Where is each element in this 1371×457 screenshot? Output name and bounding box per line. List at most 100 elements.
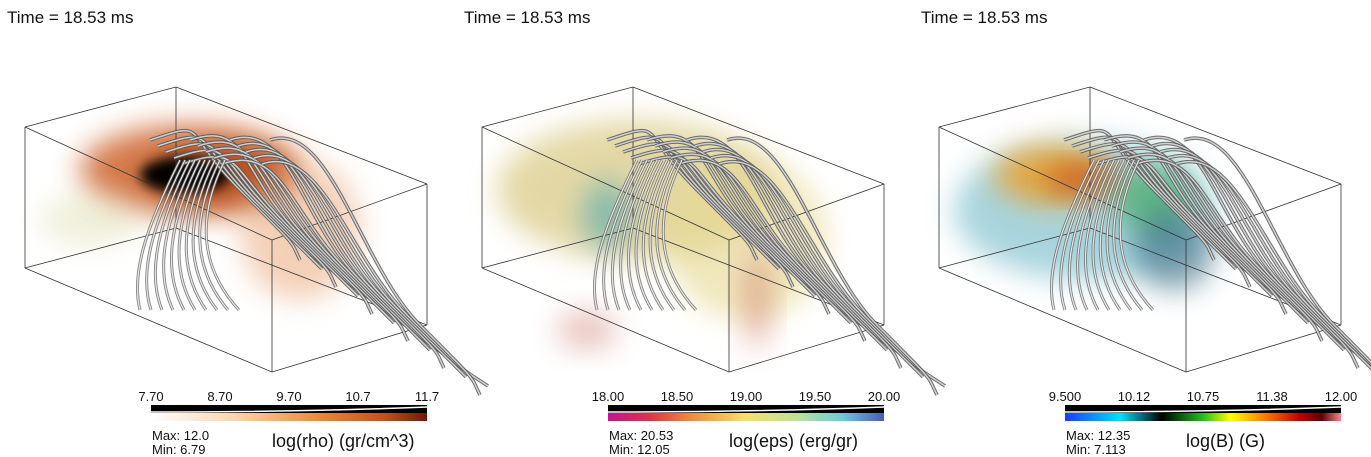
streamline-highlight xyxy=(611,159,648,311)
colorbar-tick-label: 10.12 xyxy=(1118,389,1151,404)
box-edge xyxy=(938,227,1091,269)
box-edge xyxy=(1185,324,1342,373)
min-label: Min: 12.05 xyxy=(609,442,670,457)
streamline-highlight xyxy=(627,159,658,311)
streamline-highlight xyxy=(1092,159,1120,311)
streamline-highlight xyxy=(1059,159,1100,311)
streamline-highlight xyxy=(635,159,663,311)
streamline-highlight xyxy=(205,159,240,311)
box-edge xyxy=(24,86,177,128)
colorbar-tick-label: 11.38 xyxy=(1256,389,1288,404)
max-label: Max: 12.35 xyxy=(1066,428,1130,443)
min-label: Min: 7.113 xyxy=(1066,442,1126,457)
streamline-highlight xyxy=(145,159,186,311)
streamline-highlight xyxy=(662,159,697,311)
colorbar-tick-label: 9.500 xyxy=(1049,389,1082,404)
box-edge xyxy=(271,324,428,373)
streamline-highlight xyxy=(157,136,323,270)
colorbar-opacity xyxy=(1065,405,1341,413)
streamline-highlight xyxy=(1113,159,1143,311)
max-label: Max: 20.53 xyxy=(609,428,673,443)
streamline-highlight xyxy=(1099,159,1125,311)
streamline-highlight xyxy=(614,136,780,270)
colorbar xyxy=(1065,413,1341,421)
streamline-highlight xyxy=(136,159,181,311)
streamline-highlight xyxy=(192,159,218,311)
streamline-highlight xyxy=(642,159,668,311)
box-edge xyxy=(728,324,885,373)
colorbar-tick-label: 18.50 xyxy=(661,389,694,404)
streamline-highlight xyxy=(726,137,938,396)
streamline-highlight xyxy=(1119,159,1154,311)
streamline-highlight xyxy=(1119,147,1309,324)
box-edge xyxy=(24,227,177,269)
opacity-curve xyxy=(1064,406,1342,413)
streamline-highlight xyxy=(656,159,686,311)
colorbar-tick-label: 19.50 xyxy=(799,389,832,404)
colorbar-tick-label: 18.00 xyxy=(592,389,625,404)
streamline-highlight xyxy=(1135,159,1323,342)
colorbar xyxy=(608,413,884,421)
streamline-highlight xyxy=(1084,159,1115,311)
streamline-highlight xyxy=(199,159,229,311)
streamline-highlight xyxy=(185,159,211,311)
colorbar-tick-label: 7.70 xyxy=(138,389,163,404)
box-edge xyxy=(481,86,634,128)
streamline-highlight xyxy=(178,159,206,311)
streamline-highlight xyxy=(154,159,191,311)
streamline-highlight xyxy=(1071,136,1237,270)
volume-blob xyxy=(557,310,617,350)
colorbar-tick-label: 11.7 xyxy=(415,389,439,404)
streamline-highlight xyxy=(221,159,409,342)
box-edge xyxy=(481,267,730,373)
box-edge xyxy=(1089,86,1342,185)
colorbar-tick-label: 12.00 xyxy=(1325,389,1358,404)
volume-blob xyxy=(742,250,772,350)
panel: Time = 18.53 ms 18.00 18.50 19.00 19.50 20.00… xyxy=(464,8,946,457)
opacity-curve xyxy=(150,406,428,413)
colorbar-tick-label: 10.7 xyxy=(345,389,370,404)
colorbar-tick-label: 10.75 xyxy=(1187,389,1220,404)
streamline-highlight xyxy=(1050,159,1095,311)
streamline-highlight xyxy=(1106,159,1132,311)
box-edge xyxy=(938,86,1091,128)
box-edge xyxy=(175,86,428,185)
box-edge xyxy=(481,227,634,269)
streamline-highlight xyxy=(1068,159,1105,311)
box-edge xyxy=(24,267,273,373)
colorbar-tick-label: 19.00 xyxy=(730,389,763,404)
streamline-highlight xyxy=(620,159,653,311)
streamline-highlight xyxy=(678,159,866,342)
box-edge xyxy=(938,267,1187,373)
max-label: Max: 12.0 xyxy=(152,428,209,443)
streamline-highlight xyxy=(197,141,373,315)
colorbar-opacity xyxy=(151,405,427,413)
streamline-highlight xyxy=(606,129,758,261)
streamline-highlight xyxy=(269,137,481,396)
panel: Time = 18.53 ms 9.500 10.12 10.75 11.38 12.00… xyxy=(921,8,1371,457)
variable-label: log(B) (G) xyxy=(1186,431,1265,451)
box-edge xyxy=(24,126,273,241)
streamline-highlight xyxy=(1183,137,1371,364)
time-label: Time = 18.53 ms xyxy=(921,8,1047,27)
streamline-highlight xyxy=(593,159,638,311)
streamline-highlight xyxy=(1063,129,1215,261)
streamline-highlight xyxy=(649,159,675,311)
streamline-highlight xyxy=(1077,159,1110,311)
colorbar-opacity xyxy=(608,405,884,413)
streamline-highlight xyxy=(149,129,301,261)
time-label: Time = 18.53 ms xyxy=(464,8,590,27)
streamline-highlight xyxy=(662,147,852,324)
colorbar-tick-label: 9.70 xyxy=(276,389,301,404)
volume-blob xyxy=(40,195,140,245)
colorbar-tick-label: 8.70 xyxy=(207,389,232,404)
min-label: Min: 6.79 xyxy=(152,442,205,457)
colorbar-tick-label: 20.00 xyxy=(868,389,901,404)
box-edge xyxy=(938,126,1187,241)
streamline-highlight xyxy=(170,159,201,311)
streamline-highlight xyxy=(205,147,395,324)
time-label: Time = 18.53 ms xyxy=(7,8,133,27)
box-edge xyxy=(632,86,885,185)
variable-label: log(rho) (gr/cm^3) xyxy=(272,431,414,451)
